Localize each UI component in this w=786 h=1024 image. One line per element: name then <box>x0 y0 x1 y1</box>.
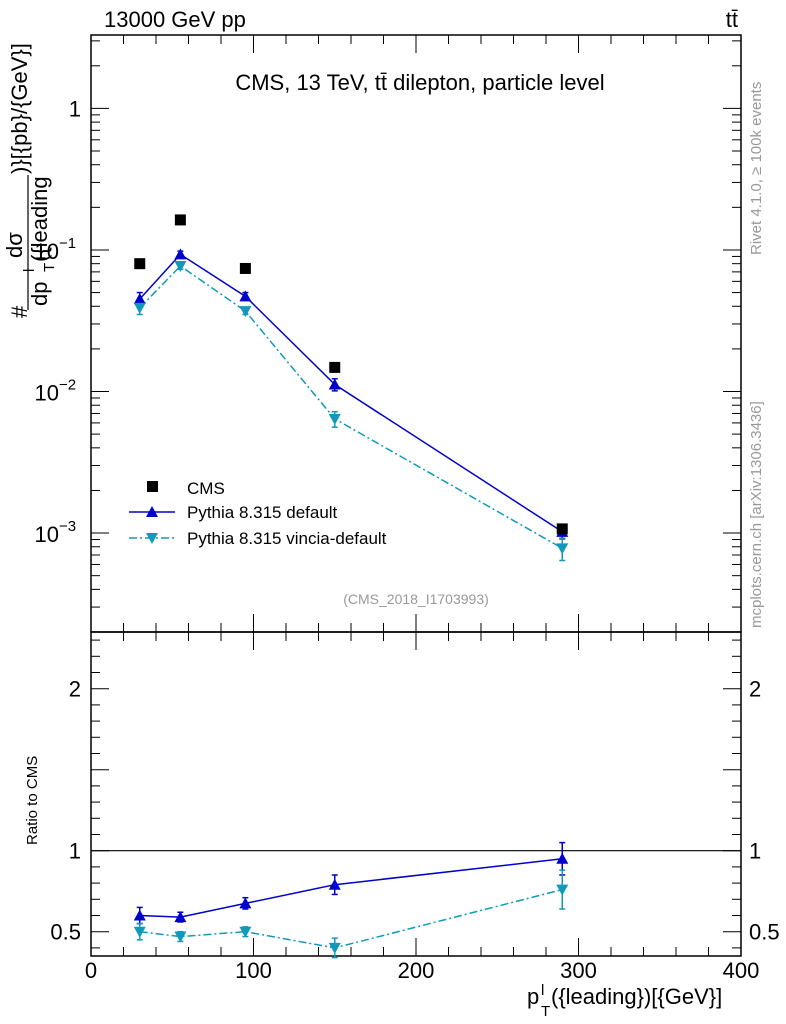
main-ytick-label-exp: −1 <box>59 235 76 252</box>
x-label-sup: l <box>541 982 544 999</box>
x-label-rest: ({leading})[{GeV}] <box>551 984 722 1009</box>
ratio-y-axis-label: Ratio to CMS <box>24 756 41 845</box>
ratio-axis-ticks <box>90 632 742 956</box>
main-vincia-point <box>133 302 146 314</box>
legend-cms-marker <box>147 481 158 492</box>
main-vincia-point <box>239 306 252 318</box>
ratio-ytick-label-left: 0.5 <box>50 920 81 945</box>
ratio-vincia-point <box>328 942 341 954</box>
ratio-ytick-label-right: 0.5 <box>749 920 780 945</box>
ratio-vincia-point <box>133 926 146 938</box>
ratio-xtick-label: 300 <box>560 958 597 983</box>
legend-cms-label: CMS <box>187 479 225 498</box>
ratio-vincia-point <box>239 926 252 938</box>
ratio-ytick-label-left: 1 <box>69 839 81 864</box>
y-label-numerator: dσ <box>2 232 27 258</box>
main-vincia-point <box>328 413 341 425</box>
main-ytick-label-base: 10 <box>35 239 59 264</box>
y-label-denominator-sub: T <box>41 263 58 272</box>
ratio-xtick-label: 100 <box>235 958 272 983</box>
ratio-xtick-label: 200 <box>398 958 435 983</box>
main-cms-point <box>174 214 186 226</box>
ratio-x-tick-labels: 0 100 200 300 400 <box>85 958 759 983</box>
ratio-default-point <box>328 878 341 890</box>
main-cms-point <box>556 523 568 535</box>
y-label-hash: # <box>7 305 32 318</box>
header-process-label: tt̄ <box>726 7 738 32</box>
ratio-default-point <box>556 852 569 864</box>
main-default-point <box>239 290 252 302</box>
header-energy-label: 13000 GeV pp <box>104 7 246 32</box>
main-y-axis-label: # dσ dp l T ({leading )}[{pb}/{GeV}] <box>2 43 58 318</box>
rivet-version-label: Rivet 4.1.0, ≥ 100k events <box>748 82 765 255</box>
x-label-sub: T <box>541 1003 550 1020</box>
x-label-p: p <box>527 984 539 1009</box>
y-label-denominator-sup: l <box>21 269 38 272</box>
main-ytick-label-exp: −2 <box>59 377 76 394</box>
legend: CMS Pythia 8.315 default Pythia 8.315 vi… <box>129 479 387 548</box>
main-vincia-line <box>139 265 563 549</box>
ratio-xtick-label: 0 <box>85 958 97 983</box>
ratio-default-point <box>174 911 187 923</box>
ratio-vincia-line <box>139 888 563 949</box>
main-vincia-point <box>174 261 187 273</box>
main-cms-point <box>239 262 251 274</box>
ratio-default-point <box>239 897 252 909</box>
main-default-point <box>328 378 341 390</box>
ratio-panel-frame <box>90 631 742 957</box>
legend-vincia-label: Pythia 8.315 vincia-default <box>187 529 387 548</box>
ratio-vincia-point <box>556 884 569 896</box>
ratio-default-line <box>139 858 563 918</box>
main-plot-title: CMS, 13 TeV, tt̄ dilepton, particle leve… <box>235 70 604 95</box>
ratio-ytick-label-right: 1 <box>749 839 761 864</box>
legend-default-label: Pythia 8.315 default <box>187 503 338 522</box>
main-cms-point <box>134 258 146 270</box>
ratio-error-bars <box>136 841 566 959</box>
main-markers <box>133 214 569 555</box>
ratio-xtick-label: 400 <box>723 958 760 983</box>
main-default-point <box>174 248 187 260</box>
analysis-watermark: (CMS_2018_I1703993) <box>343 591 489 607</box>
ratio-ytick-label-right: 2 <box>749 677 761 702</box>
ratio-vincia-point <box>174 931 187 943</box>
legend-default-marker <box>146 506 158 517</box>
main-vincia-point <box>556 543 569 555</box>
main-ytick-label-base: 10 <box>35 522 59 547</box>
main-ytick-label-exp: −3 <box>59 518 76 535</box>
y-label-rest: )}[{pb}/{GeV}] <box>7 43 32 174</box>
mcplots-label: mcplots.cern.ch [arXiv:1306.3436] <box>748 401 765 628</box>
ratio-series-lines <box>139 858 563 949</box>
main-ytick-label-base: 10 <box>35 381 59 406</box>
main-axis-ticks <box>90 35 742 633</box>
main-default-point <box>133 293 146 305</box>
main-ytick-label: 1 <box>69 96 81 121</box>
ratio-ytick-label-left: 2 <box>69 677 81 702</box>
legend-vincia-marker <box>146 533 158 544</box>
y-label-denominator-dp: dp <box>27 282 52 306</box>
main-y-tick-labels: 110−110−210−3 <box>35 96 81 547</box>
x-axis-label: p l T ({leading})[{GeV}] <box>527 982 722 1020</box>
main-cms-point <box>329 361 341 373</box>
ratio-default-point <box>133 909 146 921</box>
ratio-markers <box>133 852 569 954</box>
y-label-denominator-rest: ({leading <box>27 176 52 262</box>
ratio-y-tick-labels: 0.5 0.5 1 1 2 2 <box>50 677 779 945</box>
